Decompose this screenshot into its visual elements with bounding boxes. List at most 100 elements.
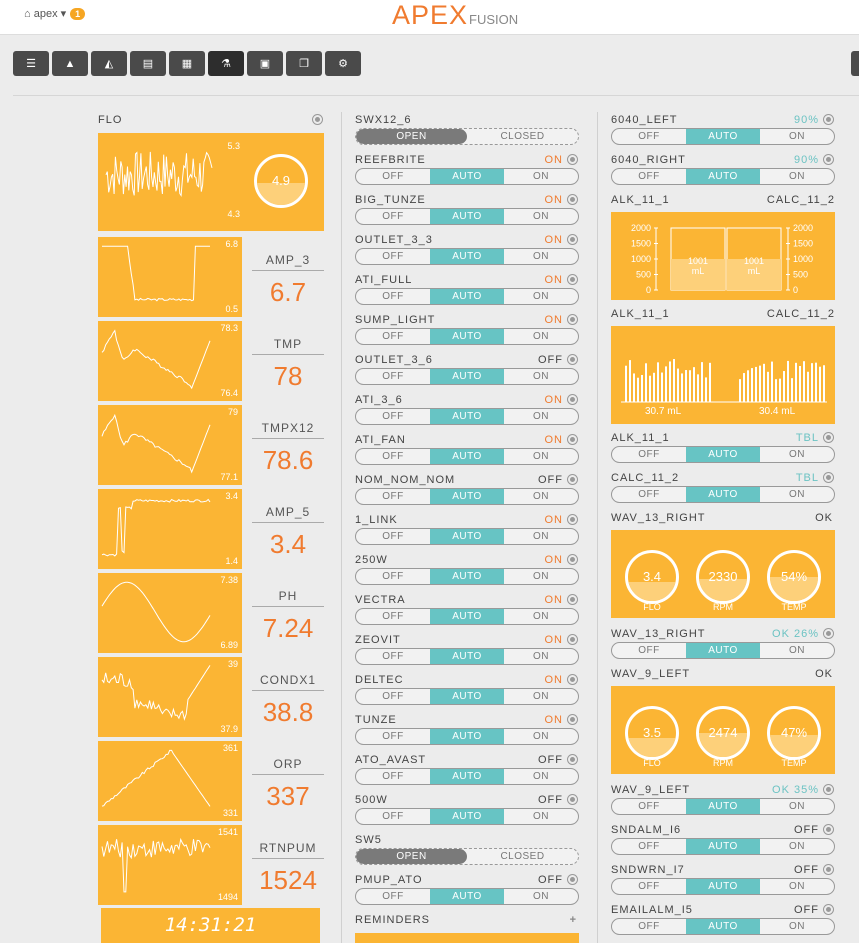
off-option[interactable]: OFF	[382, 491, 404, 502]
gear-icon[interactable]	[568, 235, 577, 244]
auto-option[interactable]: AUTO	[686, 487, 760, 502]
on-option[interactable]: ON	[533, 691, 549, 702]
state-switch[interactable]: OFF AUTO ON	[611, 918, 835, 935]
flo-card[interactable]: 5.3 4.3 4.9	[98, 133, 324, 231]
state-switch[interactable]: OFF AUTO ON	[611, 642, 835, 659]
metric-chart-card[interactable]: 78.3 76.4	[98, 321, 242, 401]
metric-chart-card[interactable]: 79 77.1	[98, 405, 242, 485]
state-switch[interactable]: OFF AUTO ON	[355, 768, 579, 785]
gear-icon[interactable]	[824, 473, 833, 482]
auto-option[interactable]: AUTO	[430, 489, 504, 504]
state-switch[interactable]: OFF AUTO ON	[355, 888, 579, 905]
wav9-card[interactable]: 3.5 FLO 2474 RPM 47% TEMP	[611, 686, 835, 774]
auto-option[interactable]: AUTO	[430, 209, 504, 224]
chart-button[interactable]: ◭	[91, 51, 127, 76]
off-option[interactable]: OFF	[382, 731, 404, 742]
state-switch[interactable]: OPEN CLOSED	[355, 848, 579, 865]
state-switch[interactable]: OFF AUTO ON	[355, 808, 579, 825]
gear-icon[interactable]	[568, 275, 577, 284]
gear-icon[interactable]	[568, 195, 577, 204]
off-option[interactable]: OFF	[382, 811, 404, 822]
off-option[interactable]: OFF	[638, 801, 660, 812]
on-option[interactable]: ON	[533, 811, 549, 822]
list-button[interactable]: ☰	[13, 51, 49, 76]
state-switch[interactable]: OFF AUTO ON	[355, 168, 579, 185]
auto-option[interactable]: AUTO	[430, 329, 504, 344]
state-switch[interactable]: OFF AUTO ON	[355, 648, 579, 665]
auto-option[interactable]: AUTO	[430, 769, 504, 784]
auto-option[interactable]: AUTO	[430, 609, 504, 624]
state-switch[interactable]: OFF AUTO ON	[355, 368, 579, 385]
flask-button[interactable]: ⚗	[208, 51, 244, 76]
gear-icon[interactable]	[568, 795, 577, 804]
alert-button[interactable]: ▲	[52, 51, 88, 76]
on-option[interactable]: ON	[533, 371, 549, 382]
gear-icon[interactable]	[568, 355, 577, 364]
gear-icon[interactable]	[824, 865, 833, 874]
metric-chart-card[interactable]: 39 37.9	[98, 657, 242, 737]
gear-icon[interactable]	[568, 675, 577, 684]
on-option[interactable]: ON	[533, 611, 549, 622]
notification-badge[interactable]: 1	[70, 8, 86, 20]
off-option[interactable]: OFF	[382, 651, 404, 662]
gear-icon[interactable]	[568, 315, 577, 324]
on-option[interactable]: ON	[789, 645, 805, 656]
off-option[interactable]: OFF	[382, 891, 404, 902]
gear-icon[interactable]	[568, 435, 577, 444]
off-option[interactable]: OFF	[638, 489, 660, 500]
off-option[interactable]: OFF	[638, 449, 660, 460]
auto-option[interactable]: AUTO	[686, 919, 760, 934]
gear-icon[interactable]	[824, 155, 833, 164]
auto-option[interactable]: AUTO	[686, 839, 760, 854]
off-option[interactable]: OFF	[382, 171, 404, 182]
state-switch[interactable]: OFF AUTO ON	[611, 446, 835, 463]
calendar-button[interactable]: ▦	[169, 51, 205, 76]
on-option[interactable]: ON	[789, 841, 805, 852]
open-option[interactable]: OPEN	[356, 129, 467, 144]
dosing-reservoir-card[interactable]: 2000 2000 1500 1500 1000 1000 500 500 0 0 1001 mL 10…	[611, 212, 835, 300]
on-option[interactable]: ON	[533, 651, 549, 662]
auto-option[interactable]: AUTO	[430, 809, 504, 824]
on-option[interactable]: ON	[789, 801, 805, 812]
closed-option[interactable]: CLOSED	[500, 131, 545, 142]
gear-icon[interactable]	[824, 115, 833, 124]
gear-icon[interactable]	[568, 715, 577, 724]
gear-icon[interactable]	[824, 433, 833, 442]
auto-option[interactable]: AUTO	[686, 129, 760, 144]
state-switch[interactable]: OFF AUTO ON	[355, 248, 579, 265]
gear-icon[interactable]	[568, 475, 577, 484]
gear-icon[interactable]	[313, 115, 322, 124]
on-option[interactable]: ON	[789, 171, 805, 182]
off-option[interactable]: OFF	[382, 691, 404, 702]
state-switch[interactable]: OFF AUTO ON	[355, 528, 579, 545]
auto-option[interactable]: AUTO	[430, 649, 504, 664]
auto-option[interactable]: AUTO	[430, 689, 504, 704]
auto-option[interactable]: AUTO	[430, 529, 504, 544]
metric-chart-card[interactable]: 3.4 1.4	[98, 489, 242, 569]
auto-option[interactable]: AUTO	[430, 889, 504, 904]
off-option[interactable]: OFF	[382, 371, 404, 382]
state-switch[interactable]: OFF AUTO ON	[355, 728, 579, 745]
state-switch[interactable]: OFF AUTO ON	[611, 168, 835, 185]
auto-option[interactable]: AUTO	[430, 729, 504, 744]
on-option[interactable]: ON	[533, 251, 549, 262]
state-switch[interactable]: OFF AUTO ON	[355, 208, 579, 225]
table-button[interactable]: ▤	[130, 51, 166, 76]
gear-icon[interactable]	[568, 635, 577, 644]
gear-icon[interactable]	[568, 875, 577, 884]
on-option[interactable]: ON	[533, 171, 549, 182]
off-option[interactable]: OFF	[382, 331, 404, 342]
on-option[interactable]: ON	[533, 451, 549, 462]
gear-icon[interactable]	[568, 755, 577, 764]
off-option[interactable]: OFF	[382, 571, 404, 582]
state-switch[interactable]: OFF AUTO ON	[611, 878, 835, 895]
auto-option[interactable]: AUTO	[430, 169, 504, 184]
auto-option[interactable]: AUTO	[686, 643, 760, 658]
toolbar-right-button[interactable]	[851, 51, 859, 76]
on-option[interactable]: ON	[789, 489, 805, 500]
on-option[interactable]: ON	[789, 131, 805, 142]
state-switch[interactable]: OFF AUTO ON	[355, 448, 579, 465]
on-option[interactable]: ON	[789, 881, 805, 892]
off-option[interactable]: OFF	[382, 211, 404, 222]
state-switch[interactable]: OFF AUTO ON	[611, 798, 835, 815]
